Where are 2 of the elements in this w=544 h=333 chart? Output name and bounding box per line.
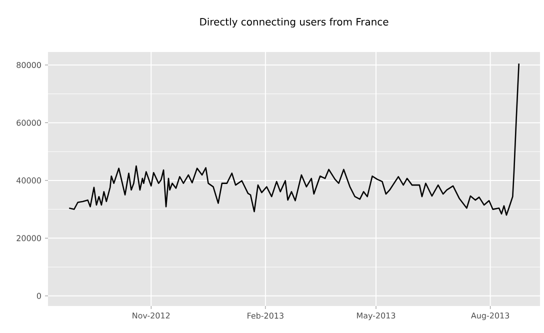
line-series: [68, 62, 520, 216]
chart-title: Directly connecting users from France: [200, 18, 388, 28]
